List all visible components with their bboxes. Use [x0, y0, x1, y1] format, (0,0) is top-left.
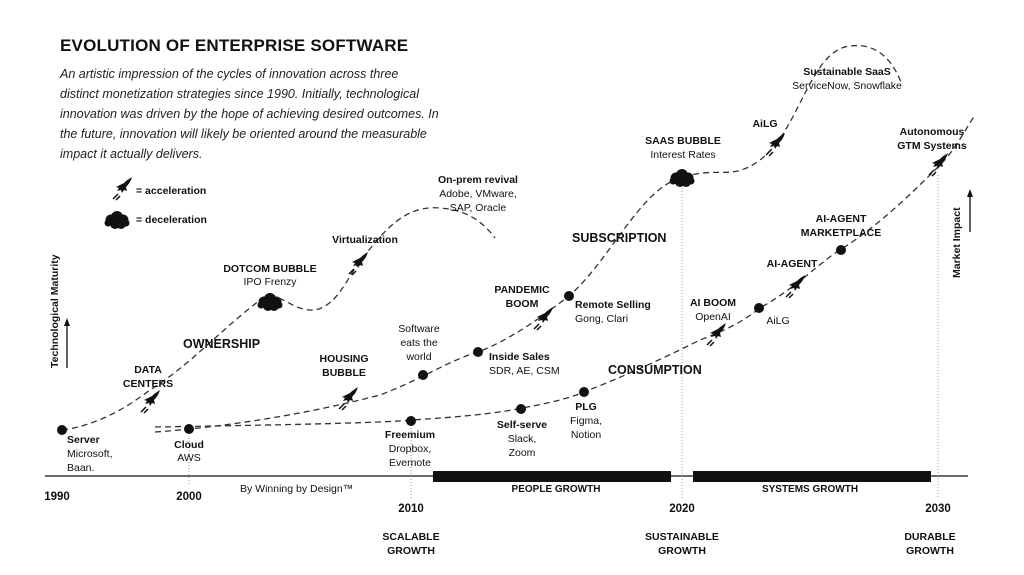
year-1990: 1990 [44, 491, 70, 503]
rocket-icon [533, 306, 554, 331]
year-2030: 2030 [925, 503, 951, 515]
label-freemium: Freemium [385, 429, 435, 441]
label-ailg: AiLG [766, 315, 789, 327]
era-consumption: CONSUMPTION [608, 363, 702, 377]
dot-software [418, 370, 428, 380]
label-self-serve-sub1: Slack, [508, 433, 537, 445]
label-software-1: Software [398, 323, 440, 335]
label-autonomous-1: Autonomous [900, 126, 965, 138]
rocket-icon [928, 152, 949, 177]
page-title: EVOLUTION OF ENTERPRISE SOFTWARE [60, 36, 409, 55]
rocket-icon [338, 386, 359, 411]
people-growth-bar [433, 471, 671, 482]
rocket-icon [765, 132, 786, 157]
cloud-icon [257, 293, 283, 311]
label-server-sub1: Microsoft, [67, 448, 113, 460]
dot-remote-selling [564, 291, 574, 301]
legend-acceleration: = acceleration [136, 185, 206, 197]
cloud-icon [104, 211, 130, 229]
label-freemium-sub2: Evernote [389, 457, 431, 469]
label-autonomous-2: GTM Systems [897, 140, 967, 152]
dot-ailg [754, 303, 764, 313]
era-ownership: OWNERSHIP [183, 337, 260, 351]
page-subtitle: An artistic impression of the cycles of … [60, 67, 439, 161]
label-software-3: world [405, 351, 431, 363]
label-remote-selling: Remote Selling [575, 299, 651, 311]
rocket-icon [348, 251, 369, 276]
label-freemium-sub1: Dropbox, [389, 443, 432, 455]
systems-growth-bar [693, 471, 931, 482]
label-remote-selling-sub: Gong, Clari [575, 313, 628, 325]
rocket-icon [785, 274, 806, 299]
label-sustainable-saas: Sustainable SaaS [803, 66, 891, 78]
dot-self-serve [516, 404, 526, 414]
y-axis-arrowhead-right [967, 189, 973, 197]
credit-text: By Winning by Design™ [240, 483, 353, 495]
year-2000: 2000 [176, 491, 202, 503]
label-ai-agent: AI-AGENT [767, 258, 818, 270]
dot-marketplace [836, 245, 846, 255]
label-plg: PLG [575, 401, 597, 413]
subscription-curve [154, 44, 903, 433]
growth-label-scalable-1: SCALABLE [382, 531, 439, 543]
label-saas-bubble-sub: Interest Rates [650, 149, 715, 161]
growth-label-sustainable-1: SUSTAINABLE [645, 531, 719, 543]
label-self-serve: Self-serve [497, 419, 547, 431]
dot-plg [579, 387, 589, 397]
rocket-icon [112, 176, 133, 201]
label-dotcom-sub: IPO Frenzy [243, 276, 297, 288]
growth-label-durable-1: DURABLE [904, 531, 955, 543]
label-ai-boom: AI BOOM [690, 297, 736, 309]
label-cloud: Cloud [174, 439, 204, 451]
y-axis-arrowhead [64, 318, 70, 326]
year-2020: 2020 [669, 503, 695, 515]
label-dotcom: DOTCOM BUBBLE [223, 263, 316, 275]
label-data-centers-1: DATA [134, 364, 162, 376]
growth-label-durable-2: GROWTH [906, 545, 954, 557]
label-onprem: On-prem revival [438, 174, 518, 186]
label-pandemic-1: PANDEMIC [494, 284, 550, 296]
dot-cloud [184, 424, 194, 434]
y-axis-label-right: Market Impact [951, 207, 963, 278]
label-ailg-top: AiLG [752, 118, 777, 130]
label-housing-1: HOUSING [319, 353, 368, 365]
year-2010: 2010 [398, 503, 424, 515]
dot-freemium [406, 416, 416, 426]
label-plg-sub1: Figma, [570, 415, 602, 427]
label-marketplace-2: MARKETPLACE [801, 227, 882, 239]
label-housing-2: BUBBLE [322, 367, 366, 379]
label-plg-sub2: Notion [571, 429, 602, 441]
cloud-icon [669, 169, 695, 187]
dot-inside-sales [473, 347, 483, 357]
label-sustainable-saas-sub: ServiceNow, Snowflake [792, 80, 902, 92]
rocket-icon [140, 389, 161, 414]
people-growth-label: PEOPLE GROWTH [512, 484, 601, 495]
label-onprem-sub1: Adobe, VMware, [439, 188, 517, 200]
label-onprem-sub2: SAP, Oracle [450, 202, 507, 214]
label-cloud-sub: AWS [177, 452, 201, 464]
label-data-centers-2: CENTERS [123, 378, 173, 390]
label-saas-bubble: SAAS BUBBLE [645, 135, 721, 147]
dot-server [57, 425, 67, 435]
label-virtualization: Virtualization [332, 234, 398, 246]
systems-growth-label: SYSTEMS GROWTH [762, 484, 858, 495]
ownership-curve [61, 207, 496, 431]
rocket-icon [706, 322, 727, 347]
legend-deceleration: = deceleration [136, 214, 207, 226]
label-pandemic-2: BOOM [506, 298, 539, 310]
label-inside-sales-sub: SDR, AE, CSM [489, 365, 560, 377]
era-subscription: SUBSCRIPTION [572, 231, 666, 245]
y-axis-label-left: Technological Maturity [49, 254, 61, 368]
label-ai-boom-sub: OpenAI [695, 311, 731, 323]
label-server-sub2: Baan. [67, 462, 94, 474]
label-inside-sales: Inside Sales [489, 351, 550, 363]
label-software-2: eats the [400, 337, 438, 349]
legend: = acceleration = deceleration [104, 176, 207, 229]
growth-label-sustainable-2: GROWTH [658, 545, 706, 557]
label-server: Server [67, 434, 100, 446]
growth-label-scalable-2: GROWTH [387, 545, 435, 557]
label-marketplace-1: AI-AGENT [816, 213, 867, 225]
label-self-serve-sub2: Zoom [509, 447, 536, 459]
